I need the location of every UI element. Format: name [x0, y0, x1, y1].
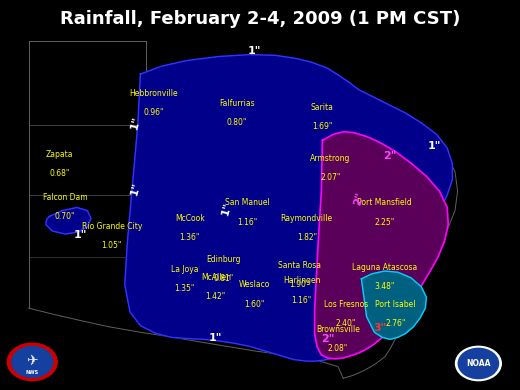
- Text: McAllen: McAllen: [201, 273, 231, 282]
- Text: Rio Grande City: Rio Grande City: [82, 222, 142, 231]
- Text: ✈: ✈: [27, 353, 38, 367]
- Text: Laguna Atascosa: Laguna Atascosa: [352, 263, 418, 272]
- Text: 0.68": 0.68": [49, 169, 70, 178]
- Text: Sarita: Sarita: [311, 103, 334, 112]
- Text: Falcon Dam: Falcon Dam: [43, 193, 87, 202]
- Polygon shape: [361, 271, 426, 339]
- Text: 2": 2": [352, 191, 366, 207]
- Text: 0.80": 0.80": [226, 118, 247, 127]
- Text: Harlingen: Harlingen: [283, 277, 320, 285]
- Polygon shape: [125, 55, 452, 361]
- Text: Brownsville: Brownsville: [316, 325, 360, 334]
- Text: La Joya: La Joya: [171, 265, 198, 274]
- Text: Los Fresnos: Los Fresnos: [323, 300, 368, 309]
- Text: San Manuel: San Manuel: [225, 199, 269, 207]
- Text: Hebbronville: Hebbronville: [129, 89, 178, 98]
- Text: NOAA: NOAA: [466, 359, 491, 368]
- Text: 2.40": 2.40": [335, 319, 356, 328]
- Text: Port Mansfield: Port Mansfield: [357, 199, 412, 207]
- Circle shape: [458, 348, 499, 379]
- Text: Falfurrias: Falfurrias: [219, 99, 254, 108]
- Text: 2": 2": [321, 334, 334, 344]
- Text: 1": 1": [209, 333, 223, 343]
- Text: 1.05": 1.05": [101, 241, 122, 250]
- Text: Edinburg: Edinburg: [206, 255, 241, 264]
- Text: 1": 1": [128, 181, 142, 197]
- Text: 1": 1": [219, 201, 233, 216]
- Circle shape: [7, 343, 57, 381]
- Text: Raymondville: Raymondville: [281, 214, 333, 223]
- Text: McCook: McCook: [175, 214, 205, 223]
- Text: 1.16": 1.16": [237, 218, 257, 227]
- Text: 1": 1": [128, 115, 142, 131]
- Text: Santa Rosa: Santa Rosa: [278, 261, 320, 270]
- Text: NWS: NWS: [25, 370, 39, 375]
- Text: 0.70": 0.70": [55, 212, 75, 221]
- Text: 1.90": 1.90": [289, 280, 309, 289]
- Text: 2": 2": [383, 151, 397, 161]
- Text: 0.96": 0.96": [143, 108, 164, 117]
- Text: 1.16": 1.16": [292, 296, 311, 305]
- Circle shape: [12, 347, 53, 377]
- Polygon shape: [315, 132, 448, 359]
- Text: 1.82": 1.82": [297, 233, 317, 242]
- Text: 1.36": 1.36": [179, 233, 200, 242]
- Text: 2.76": 2.76": [385, 319, 406, 328]
- Text: 2.08": 2.08": [328, 344, 348, 353]
- Text: 1.69": 1.69": [312, 122, 333, 131]
- Text: 1.60": 1.60": [244, 300, 265, 308]
- Text: Armstrong: Armstrong: [310, 154, 350, 163]
- Text: Port Isabel: Port Isabel: [375, 300, 415, 309]
- Text: Rainfall, February 2-4, 2009 (1 PM CST): Rainfall, February 2-4, 2009 (1 PM CST): [60, 10, 460, 28]
- Text: 2.25": 2.25": [375, 218, 395, 227]
- Text: 2.07": 2.07": [320, 173, 341, 182]
- Text: 3.48": 3.48": [374, 282, 395, 291]
- Text: 1": 1": [74, 230, 87, 240]
- Text: 1.42": 1.42": [206, 292, 226, 301]
- Text: Weslaco: Weslaco: [239, 280, 270, 289]
- Text: 0.81": 0.81": [214, 274, 233, 283]
- Text: 1.35": 1.35": [174, 284, 195, 293]
- Text: 1": 1": [427, 141, 441, 151]
- Text: Zapata: Zapata: [46, 150, 73, 159]
- Circle shape: [456, 346, 501, 381]
- Polygon shape: [46, 207, 91, 234]
- Text: 1": 1": [248, 46, 262, 56]
- Text: 3": 3": [373, 323, 386, 333]
